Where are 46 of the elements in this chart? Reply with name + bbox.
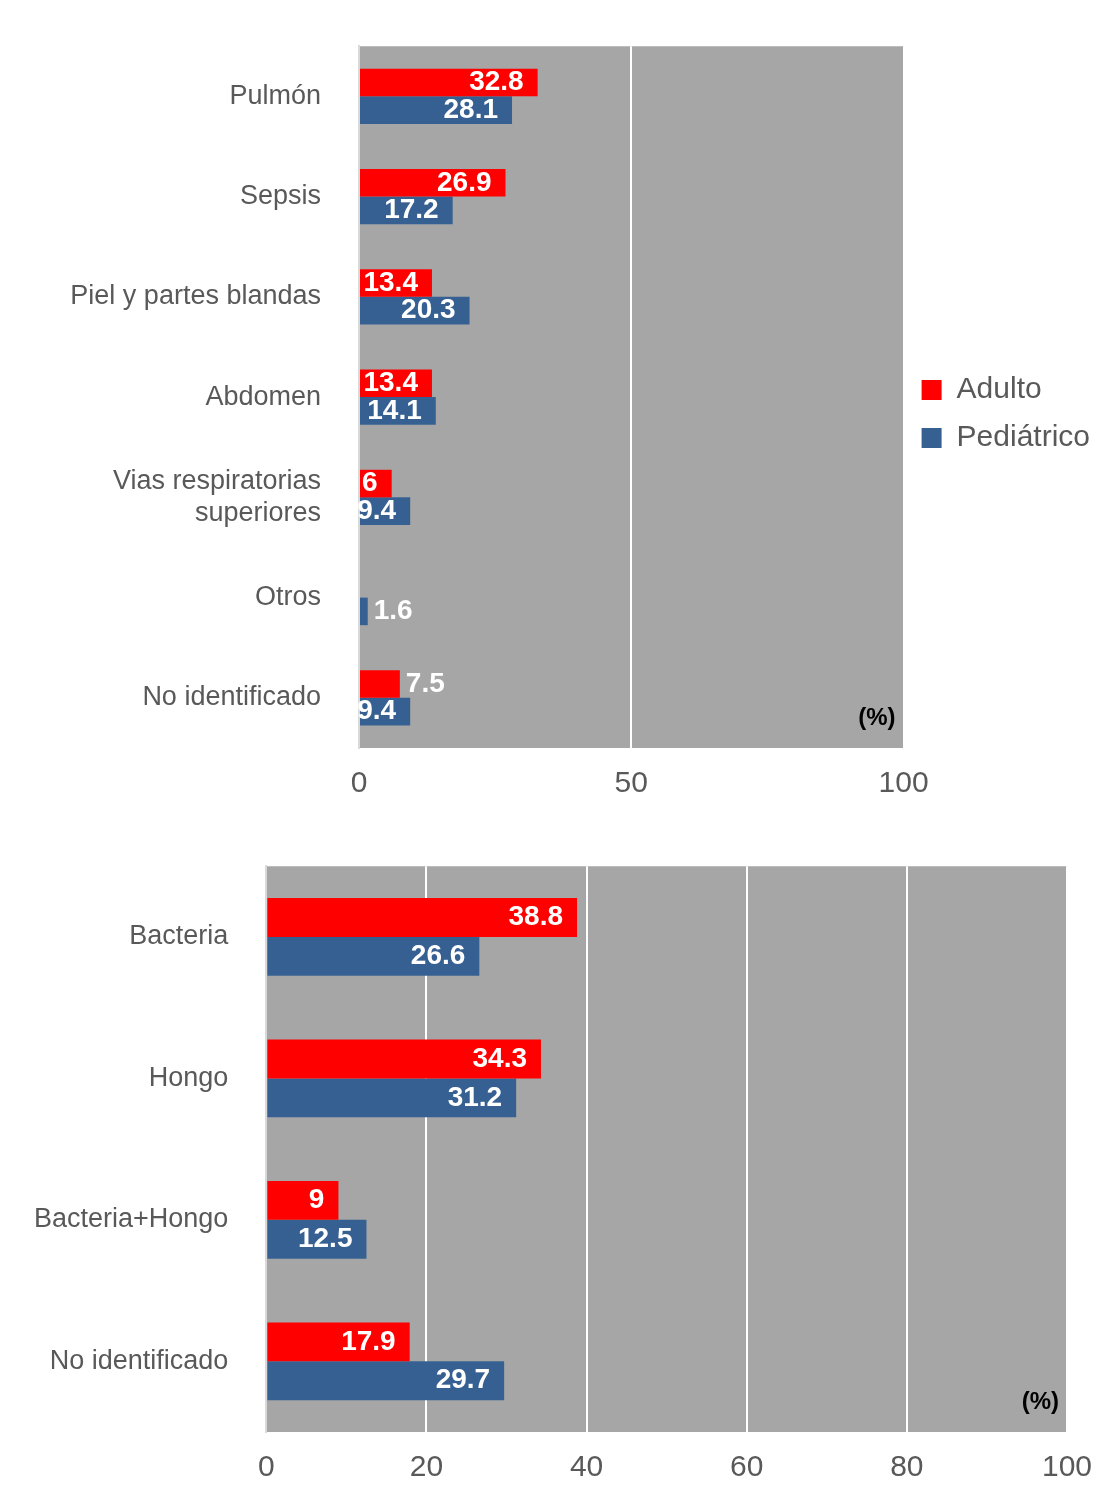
x-tick-label: 0 [350,765,368,799]
data-label: 26.6 [410,939,466,971]
x-tick-label: 60 [730,1449,764,1483]
y-tick-label: Piel y partes blandas [70,280,321,311]
y-tick-label: Abdomen [205,380,321,411]
y-tick-label: Pulmón [229,79,321,110]
data-label: 12.5 [297,1221,353,1253]
data-label: 38.8 [508,900,564,932]
x-tick-label: 100 [1041,1449,1092,1483]
data-label: 17.9 [341,1324,396,1356]
data-label: 29.7 [435,1363,491,1395]
bar [360,597,368,626]
y-tick-label: Otros [254,581,321,612]
data-label: 26.9 [437,165,492,197]
data-label: 6 [362,466,378,498]
annotation: (%) [858,702,896,730]
x-tick-label: 80 [890,1449,924,1483]
data-label: 34.3 [472,1041,527,1073]
data-label: 7.5 [405,666,445,698]
data-label: 1.6 [373,594,413,626]
bar [267,1322,410,1362]
data-label: 17.2 [384,193,439,225]
bar [360,670,400,698]
y-tick-label: No identificado [142,681,321,712]
data-label: 31.2 [447,1080,503,1112]
y-tick-label: No identificado [49,1344,229,1375]
y-tick-label: Vias respiratorias superiores [112,464,321,528]
y-tick-label: Sepsis [239,180,321,211]
x-tick-label: 100 [878,765,929,799]
legend-label: Adulto [956,371,1042,405]
bar [267,1361,505,1401]
bar [267,1180,339,1220]
x-tick-label: 0 [258,1449,275,1483]
bar [267,1078,517,1118]
y-tick-label: Hongo [148,1061,229,1092]
bar [267,1039,541,1079]
annotation: (%) [1021,1386,1059,1414]
y-tick-label: Bacteria+Hongo [33,1203,229,1234]
data-label: 9 [308,1183,325,1215]
legend-label: Pediátrico [956,419,1090,453]
x-tick-label: 40 [569,1449,604,1483]
x-tick-label: 50 [614,765,648,799]
x-tick-label: 20 [409,1449,444,1483]
y-tick-label: Bacteria [129,920,230,951]
bar [267,898,578,937]
bar [267,936,480,976]
